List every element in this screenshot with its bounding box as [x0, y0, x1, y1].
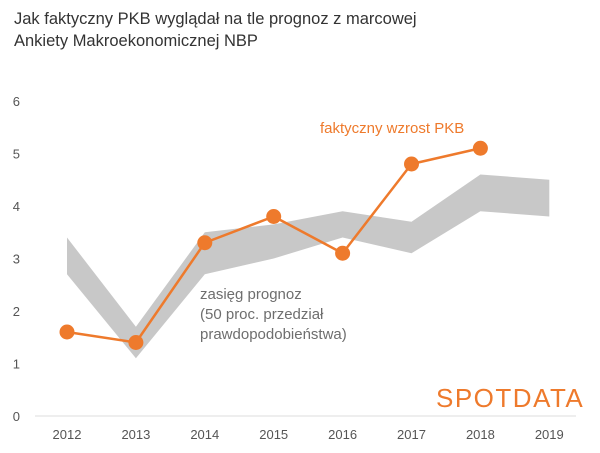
y-tick-label: 0 — [13, 409, 20, 424]
y-tick-label: 5 — [13, 147, 20, 162]
x-tick-label: 2014 — [190, 427, 219, 442]
y-tick-label: 3 — [13, 252, 20, 267]
x-tick-label: 2016 — [328, 427, 357, 442]
forecast-range-band — [67, 174, 550, 359]
x-tick-label: 2013 — [121, 427, 150, 442]
chart-title-line-1: Jak faktyczny PKB wyglądał na tle progno… — [14, 10, 417, 28]
spotdata-logo: SPOTDATA — [436, 383, 584, 413]
y-tick-label: 4 — [13, 199, 20, 214]
data-point — [335, 245, 351, 261]
forecast-band-area — [67, 174, 550, 359]
y-tick-label: 6 — [13, 94, 20, 109]
x-tick-label: 2017 — [397, 427, 426, 442]
data-point — [59, 324, 75, 340]
band-label-line-3: prawdopodobieństwa) — [200, 326, 347, 343]
data-point — [197, 235, 213, 251]
chart-title-line-2: Ankiety Makroekonomicznej NBP — [14, 32, 258, 50]
x-axis-ticks: 2012 2013 2014 2015 2016 2017 2018 2019 — [53, 427, 564, 442]
data-point — [128, 335, 144, 350]
x-tick-label: 2012 — [53, 427, 82, 442]
data-point — [266, 209, 282, 224]
actual-gdp-series — [59, 140, 488, 350]
band-label-line-2: (50 proc. przedział — [200, 306, 324, 323]
data-point — [404, 156, 419, 172]
band-label-line-1: zasięg prognoz — [200, 286, 302, 303]
y-tick-label: 1 — [13, 357, 20, 372]
x-tick-label: 2015 — [259, 427, 288, 442]
y-axis-ticks: 0 1 2 3 4 5 6 — [13, 94, 20, 424]
series-label: faktyczny wzrost PKB — [320, 120, 464, 137]
y-tick-label: 2 — [13, 304, 20, 319]
x-tick-label: 2018 — [466, 427, 495, 442]
chart-title: Jak faktyczny PKB wyglądał na tle progno… — [14, 8, 584, 52]
x-tick-label: 2019 — [535, 427, 564, 442]
data-point — [472, 140, 488, 156]
